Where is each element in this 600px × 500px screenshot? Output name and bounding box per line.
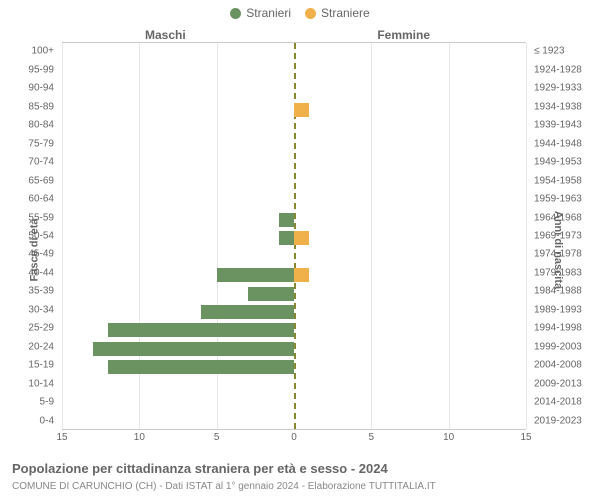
bar-male: [279, 231, 294, 245]
chart-row: [62, 43, 526, 61]
y-label-age: 50-54: [0, 231, 54, 242]
y-label-birth: 1939-1943: [534, 120, 600, 131]
y-label-birth: 1959-1963: [534, 194, 600, 205]
y-label-birth: 2014-2018: [534, 397, 600, 408]
y-right-labels: ≤ 1923 1924-1928 1929-1933 1934-1938 1939-19…: [530, 42, 600, 430]
x-tick: 5: [214, 432, 220, 443]
chart-row: [62, 190, 526, 208]
y-label-age: 35-39: [0, 286, 54, 297]
legend-item-female: Straniere: [305, 6, 370, 20]
y-label-birth: 1974-1978: [534, 249, 600, 260]
y-label-age: 85-89: [0, 101, 54, 112]
chart-row: [62, 264, 526, 282]
footer-subtitle: COMUNE DI CARUNCHIO (CH) - Dati ISTAT al…: [12, 481, 436, 492]
y-label-age: 70-74: [0, 157, 54, 168]
y-label-age: 95-99: [0, 64, 54, 75]
chart-row: [62, 282, 526, 300]
y-label-age: 80-84: [0, 120, 54, 131]
y-label-age: 30-34: [0, 304, 54, 315]
chart-row: [62, 374, 526, 392]
legend-label-male: Stranieri: [246, 6, 291, 20]
y-left-labels: 100+ 95-99 90-94 85-89 80-84 75-79 70-74 65-69 6…: [0, 42, 58, 430]
bar-male: [201, 305, 294, 319]
y-label-birth: 1984-1988: [534, 286, 600, 297]
y-label-birth: 1929-1933: [534, 83, 600, 94]
y-label-age: 25-29: [0, 323, 54, 334]
bar-male: [248, 287, 294, 301]
y-label-age: 20-24: [0, 341, 54, 352]
bar-male: [93, 342, 294, 356]
bar-female: [294, 103, 309, 117]
chart-row: [62, 135, 526, 153]
chart-row: [62, 117, 526, 135]
chart-row: [62, 153, 526, 171]
chart-area: [62, 42, 526, 430]
y-label-birth: 1969-1973: [534, 231, 600, 242]
y-label-birth: 1954-1958: [534, 175, 600, 186]
y-label-birth: 1989-1993: [534, 304, 600, 315]
legend-swatch-female: [305, 8, 316, 19]
bar-male: [108, 323, 294, 337]
chart-row: [62, 172, 526, 190]
chart-row: [62, 61, 526, 79]
y-label-age: 90-94: [0, 83, 54, 94]
y-label-birth: 1999-2003: [534, 341, 600, 352]
header-female: Femmine: [377, 28, 430, 42]
chart-row: [62, 227, 526, 245]
y-label-birth: 1944-1948: [534, 138, 600, 149]
x-tick: 0: [291, 432, 297, 443]
y-label-age: 15-19: [0, 360, 54, 371]
bar-female: [294, 268, 309, 282]
x-tick: 15: [520, 432, 531, 443]
y-label-age: 75-79: [0, 138, 54, 149]
y-label-age: 5-9: [0, 397, 54, 408]
x-tick: 5: [369, 432, 375, 443]
y-label-birth: 2009-2013: [534, 378, 600, 389]
y-label-birth: ≤ 1923: [534, 46, 600, 57]
y-label-age: 100+: [0, 46, 54, 57]
legend-label-female: Straniere: [321, 6, 370, 20]
y-label-birth: 1934-1938: [534, 101, 600, 112]
chart-row: [62, 319, 526, 337]
chart-row: [62, 355, 526, 373]
chart-row: [62, 208, 526, 226]
legend: Stranieri Straniere: [0, 0, 600, 22]
grid-line: [526, 43, 527, 429]
y-label-birth: 1979-1983: [534, 267, 600, 278]
chart-row: [62, 80, 526, 98]
y-label-birth: 2019-2023: [534, 415, 600, 426]
y-label-age: 10-14: [0, 378, 54, 389]
y-label-birth: 2004-2008: [534, 360, 600, 371]
footer-title: Popolazione per cittadinanza straniera p…: [12, 461, 388, 476]
bar-male: [108, 360, 294, 374]
x-tick: 10: [443, 432, 454, 443]
y-label-birth: 1949-1953: [534, 157, 600, 168]
x-axis-ticks: 15105051015: [62, 432, 526, 446]
bar-male: [279, 213, 294, 227]
x-tick: 15: [56, 432, 67, 443]
chart-row: [62, 337, 526, 355]
y-label-age: 45-49: [0, 249, 54, 260]
header-male: Maschi: [145, 28, 186, 42]
legend-swatch-male: [230, 8, 241, 19]
y-label-age: 0-4: [0, 415, 54, 426]
bar-female: [294, 231, 309, 245]
x-tick: 10: [134, 432, 145, 443]
y-label-age: 65-69: [0, 175, 54, 186]
chart-row: [62, 392, 526, 410]
legend-item-male: Stranieri: [230, 6, 291, 20]
y-label-birth: 1924-1928: [534, 64, 600, 75]
chart-row: [62, 98, 526, 116]
chart-row: [62, 411, 526, 429]
y-label-age: 60-64: [0, 194, 54, 205]
y-label-birth: 1964-1968: [534, 212, 600, 223]
y-label-age: 40-44: [0, 267, 54, 278]
y-label-birth: 1994-1998: [534, 323, 600, 334]
chart-row: [62, 300, 526, 318]
y-label-age: 55-59: [0, 212, 54, 223]
chart-row: [62, 245, 526, 263]
bar-male: [217, 268, 294, 282]
